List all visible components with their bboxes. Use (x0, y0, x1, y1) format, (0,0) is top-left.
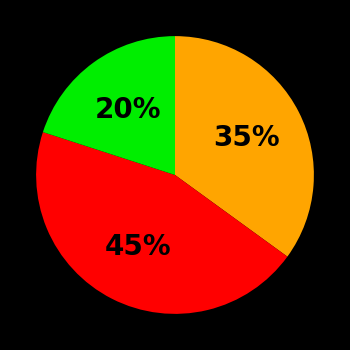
Text: 20%: 20% (94, 96, 161, 124)
Wedge shape (175, 36, 314, 257)
Text: 35%: 35% (214, 125, 280, 153)
Text: 45%: 45% (105, 233, 172, 261)
Wedge shape (36, 132, 287, 314)
Wedge shape (43, 36, 175, 175)
